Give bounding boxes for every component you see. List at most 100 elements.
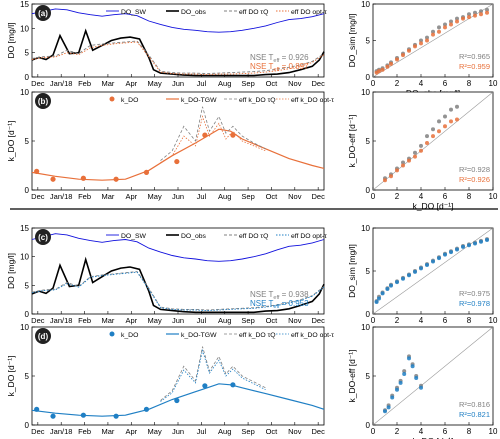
x-tick-label: Sep	[241, 79, 254, 88]
x-tick-label: May	[148, 427, 162, 436]
x-tick-label: 8	[467, 316, 472, 325]
x-tick-label: Nov	[288, 192, 302, 201]
x-tick-label: 10	[489, 79, 498, 88]
scatter-point	[389, 174, 393, 179]
r2-annotation: R²=0.965	[459, 52, 490, 61]
scatter-point	[413, 44, 417, 49]
scatter-point	[407, 48, 411, 53]
scatter-point	[467, 12, 471, 17]
x-tick-label: 0	[371, 427, 376, 436]
scatter-point	[437, 25, 441, 30]
y-axis-label: DO_sim [mg/l]	[347, 14, 357, 68]
x-tick-label: 8	[467, 427, 472, 436]
r2-annotation: R²=0.821	[459, 410, 490, 419]
x-tick-label: 2	[395, 427, 400, 436]
y-tick-label: 5	[366, 267, 371, 276]
scatter-point	[383, 409, 387, 414]
y-tick-label: 5	[366, 37, 371, 46]
scatter-point	[380, 67, 385, 72]
x-tick-label: Dec	[311, 192, 325, 201]
panel-c: 0 5 10 15 DO [mg/l] Dec Jan/18 Feb Mar Apr May Jun J…	[6, 224, 327, 325]
one-to-one-line	[372, 326, 494, 426]
data-point	[143, 169, 150, 175]
scatter-point	[437, 29, 441, 34]
scatter-point	[455, 16, 459, 21]
y-tick-label: 5	[25, 137, 30, 146]
r2-annotation: R²=0.959	[459, 62, 490, 71]
x-tick-label: Feb	[78, 79, 91, 88]
panel-label: (a)	[38, 9, 48, 18]
x-tick-label: Apr	[125, 192, 137, 201]
scatter-point	[455, 104, 459, 109]
y-tick-label: 0	[366, 73, 371, 82]
y-tick-label: 5	[25, 372, 30, 381]
x-tick-label: Jul	[197, 79, 207, 88]
scatter-point	[395, 280, 399, 285]
x-tick-label: Sep	[241, 427, 254, 436]
series-line	[31, 8, 325, 33]
data-point	[202, 132, 208, 138]
scatter-point	[377, 296, 381, 301]
x-tick-label: 8	[467, 192, 472, 201]
y-axis-label: DO [mg/l]	[6, 23, 16, 59]
x-tick-label: Jan/18	[50, 192, 73, 201]
x-tick-label: 10	[489, 192, 498, 201]
r2-annotation: R²=0.928	[459, 165, 490, 174]
scatter-point	[479, 9, 483, 14]
x-tick-label: Dec	[31, 427, 45, 436]
x-tick-label: Oct	[266, 192, 279, 201]
y-tick-label: 10	[361, 88, 370, 97]
x-tick-label: Dec	[311, 316, 325, 325]
scatter-point	[443, 114, 447, 119]
legend-label: DO_obs	[181, 9, 207, 16]
y-tick-label: 10	[20, 88, 29, 97]
one-to-one-line	[372, 91, 494, 191]
x-tick-label: May	[148, 192, 162, 201]
scatter-point	[425, 134, 429, 139]
data-point	[50, 413, 56, 419]
scatter-point	[425, 140, 429, 145]
scatter-point	[443, 22, 447, 27]
scatter-point	[449, 19, 453, 24]
panel-b-scatter: 0 5 10 k_DO-eff [d⁻¹] 0 2 4 6 8 10 k_DO [d⁻¹] R²=0.…	[347, 88, 498, 211]
legend-label: DO_obs	[181, 233, 207, 240]
scatter-point	[419, 143, 423, 148]
scatter-point	[374, 299, 379, 304]
x-tick-label: 4	[419, 192, 424, 201]
y-tick-label: 5	[25, 281, 30, 290]
scatter-point	[455, 19, 459, 24]
x-tick-label: Jun	[172, 427, 184, 436]
data-point	[80, 175, 86, 181]
x-tick-label: Jul	[197, 316, 207, 325]
scatter-point	[485, 10, 489, 15]
y-axis-label: k_DO-eff [d⁻¹]	[347, 115, 357, 168]
scatter-point	[419, 148, 423, 153]
legend-label: eff k_DO opt-τ	[291, 97, 334, 104]
y-tick-label: 10	[20, 253, 29, 262]
scatter-point	[383, 178, 387, 183]
series-line	[160, 106, 266, 161]
scatter-point	[479, 12, 483, 17]
scatter-point	[389, 283, 393, 288]
r2-annotation: R²=0.975	[459, 289, 490, 298]
x-tick-label: Feb	[78, 316, 91, 325]
scatter-point	[401, 163, 405, 168]
y-tick-label: 5	[366, 137, 371, 146]
scatter-point	[431, 32, 435, 37]
legend-label: eff k_DO opt-τ	[291, 332, 334, 339]
x-axis-label: k_DO [d⁻¹]	[413, 436, 454, 439]
x-tick-label: May	[148, 316, 162, 325]
legend-label: k_DO-TGW	[181, 332, 217, 339]
x-tick-label: Jun	[172, 79, 184, 88]
x-tick-label: Mar	[101, 79, 114, 88]
scatter-point	[425, 35, 429, 40]
y-axis-label: k_DO [d⁻¹]	[6, 356, 16, 397]
scatter-point	[431, 29, 435, 34]
scatter-point	[395, 168, 399, 173]
scatter-point	[461, 244, 465, 249]
scatter-point	[401, 53, 405, 58]
scatter-point	[377, 69, 381, 74]
x-tick-label: 4	[419, 79, 424, 88]
